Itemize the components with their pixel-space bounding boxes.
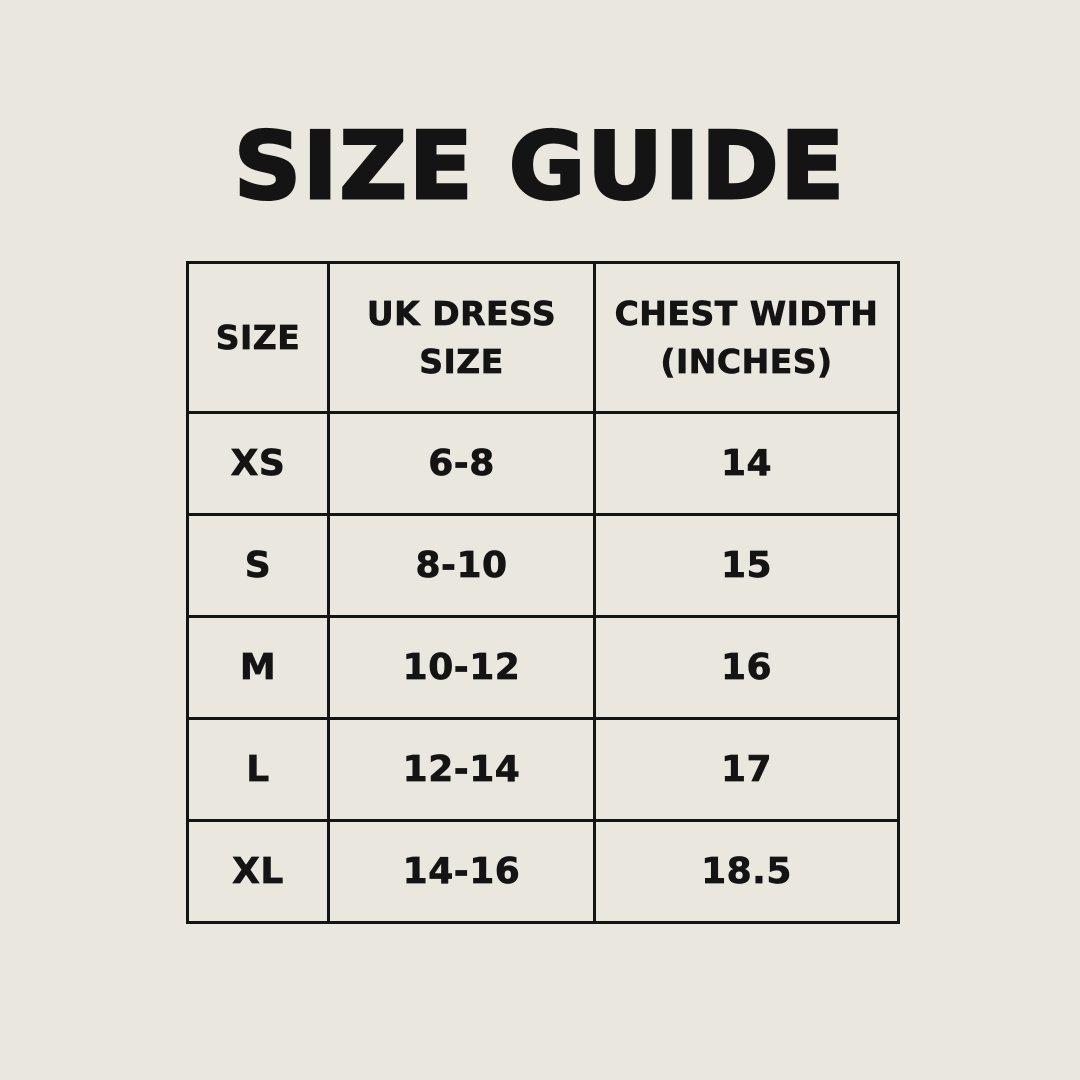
cell-uk-dress-size: 8-10: [327, 513, 596, 618]
cell-size: L: [186, 717, 330, 822]
cell-uk-dress-size: 12-14: [327, 717, 596, 822]
column-header-uk-dress-size: UK DRESS SIZE: [327, 261, 596, 414]
cell-uk-dress-size: 14-16: [327, 819, 596, 924]
table-row-m: M 10-12 16: [186, 615, 900, 720]
cell-chest-width: 18.5: [593, 819, 900, 924]
cell-chest-width: 16: [593, 615, 900, 720]
cell-uk-dress-size: 6-8: [327, 411, 596, 516]
header-row: SIZE UK DRESS SIZE CHEST WIDTH (INCHES): [186, 261, 900, 414]
page-title: SIZE GUIDE: [232, 111, 847, 222]
cell-chest-width: 14: [593, 411, 900, 516]
cell-size: S: [186, 513, 330, 618]
cell-size: M: [186, 615, 330, 720]
size-guide-table: SIZE UK DRESS SIZE CHEST WIDTH (INCHES) …: [186, 261, 900, 924]
cell-size: XS: [186, 411, 330, 516]
cell-chest-width: 15: [593, 513, 900, 618]
cell-uk-dress-size: 10-12: [327, 615, 596, 720]
table-row-l: L 12-14 17: [186, 717, 900, 822]
table-row-xl: XL 14-16 18.5: [186, 819, 900, 924]
table-row-s: S 8-10 15: [186, 513, 900, 618]
cell-size: XL: [186, 819, 330, 924]
table-row-xs: XS 6-8 14: [186, 411, 900, 516]
cell-chest-width: 17: [593, 717, 900, 822]
column-header-size-label: SIZE: [215, 317, 301, 357]
column-header-chest-width: CHEST WIDTH (INCHES): [593, 261, 900, 414]
column-header-size: SIZE: [186, 261, 330, 414]
